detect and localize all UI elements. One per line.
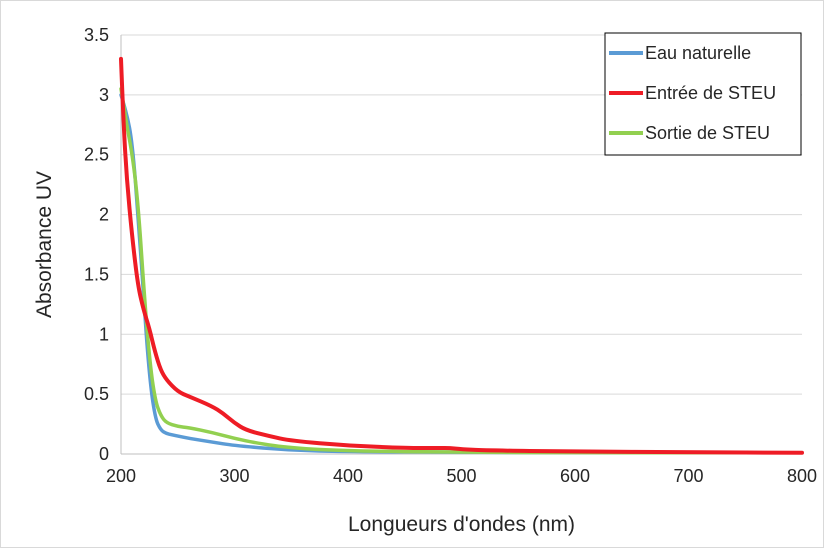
y-tick-label: 1.5 [84,264,109,284]
x-tick-label: 600 [560,466,590,486]
legend-label: Entrée de STEU [645,83,776,103]
x-tick-label: 300 [219,466,249,486]
y-tick-label: 0 [99,444,109,464]
series-line-entr-e-de-steu [119,56,804,455]
y-axis-title: Absorbance UV [33,171,56,318]
x-tick-label: 800 [787,466,817,486]
x-tick-label: 200 [106,466,136,486]
y-tick-label: 3.5 [84,25,109,45]
y-tick-label: 2.5 [84,145,109,165]
x-axis-title: Longueurs d'ondes (nm) [348,513,575,536]
y-tick-label: 2 [99,205,109,225]
legend-label: Sortie de STEU [645,123,770,143]
legend-label: Eau naturelle [645,43,751,63]
x-tick-label: 400 [333,466,363,486]
y-tick-label: 1 [99,324,109,344]
series-line-sortie-de-steu [119,87,804,455]
x-tick-label: 500 [446,466,476,486]
x-tick-label: 700 [673,466,703,486]
y-tick-label: 3 [99,85,109,105]
y-tick-label: 0.5 [84,384,109,404]
